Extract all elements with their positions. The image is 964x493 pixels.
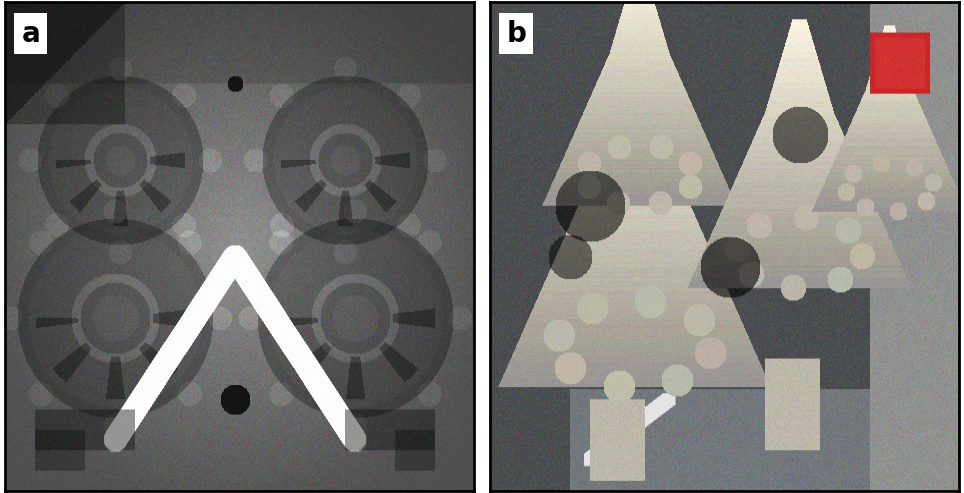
Text: a: a	[21, 20, 40, 47]
Text: b: b	[506, 20, 526, 47]
